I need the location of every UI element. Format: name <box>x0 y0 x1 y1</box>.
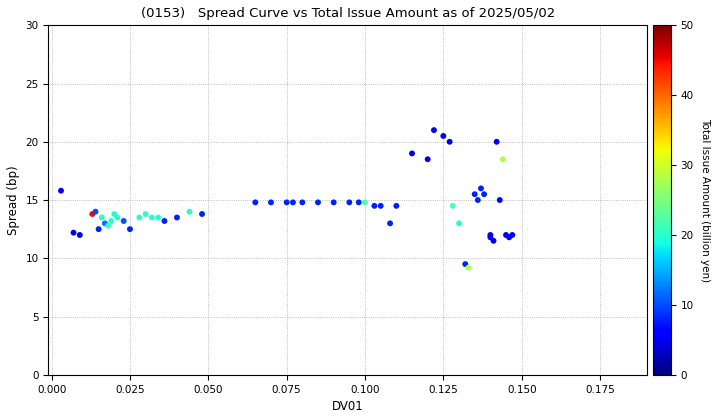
Point <box>454 220 465 227</box>
Point <box>93 226 104 233</box>
Point <box>485 231 496 238</box>
Point <box>55 187 67 194</box>
Point <box>328 199 339 206</box>
Point <box>99 220 111 227</box>
Point <box>487 237 499 244</box>
Point <box>428 127 440 134</box>
Point <box>68 229 79 236</box>
Point <box>507 231 518 238</box>
Point <box>86 211 98 218</box>
Point <box>197 211 208 218</box>
Point <box>438 133 449 139</box>
Point <box>118 218 130 224</box>
Point <box>171 214 183 221</box>
Point <box>158 218 170 224</box>
Point <box>444 139 455 145</box>
Point <box>297 199 308 206</box>
Point <box>472 197 484 203</box>
Point <box>494 197 505 203</box>
Point <box>124 226 135 233</box>
Point <box>343 199 355 206</box>
Point <box>447 202 459 209</box>
Point <box>312 199 324 206</box>
X-axis label: DV01: DV01 <box>332 400 364 413</box>
Point <box>491 139 503 145</box>
Point <box>353 199 364 206</box>
Point <box>140 211 151 218</box>
Point <box>359 199 371 206</box>
Point <box>74 231 86 238</box>
Point <box>265 199 276 206</box>
Point <box>281 199 292 206</box>
Point <box>500 231 512 238</box>
Point <box>469 191 480 197</box>
Y-axis label: Spread (bp): Spread (bp) <box>7 165 20 235</box>
Point <box>96 214 107 221</box>
Point <box>109 211 120 218</box>
Y-axis label: Total Issue Amount (billion yen): Total Issue Amount (billion yen) <box>701 118 711 282</box>
Point <box>134 214 145 221</box>
Point <box>485 234 496 241</box>
Point <box>153 214 164 221</box>
Point <box>105 218 117 224</box>
Point <box>287 199 299 206</box>
Point <box>459 261 471 268</box>
Point <box>478 191 490 197</box>
Point <box>475 185 487 192</box>
Point <box>384 220 396 227</box>
Point <box>112 214 123 221</box>
Point <box>390 202 402 209</box>
Point <box>102 222 114 229</box>
Point <box>146 214 158 221</box>
Title: (0153)   Spread Curve vs Total Issue Amount as of 2025/05/02: (0153) Spread Curve vs Total Issue Amoun… <box>140 7 555 20</box>
Point <box>406 150 418 157</box>
Point <box>90 208 102 215</box>
Point <box>422 156 433 163</box>
Point <box>184 208 195 215</box>
Point <box>250 199 261 206</box>
Point <box>375 202 387 209</box>
Point <box>497 156 508 163</box>
Point <box>369 202 380 209</box>
Point <box>463 264 474 271</box>
Point <box>503 234 515 241</box>
